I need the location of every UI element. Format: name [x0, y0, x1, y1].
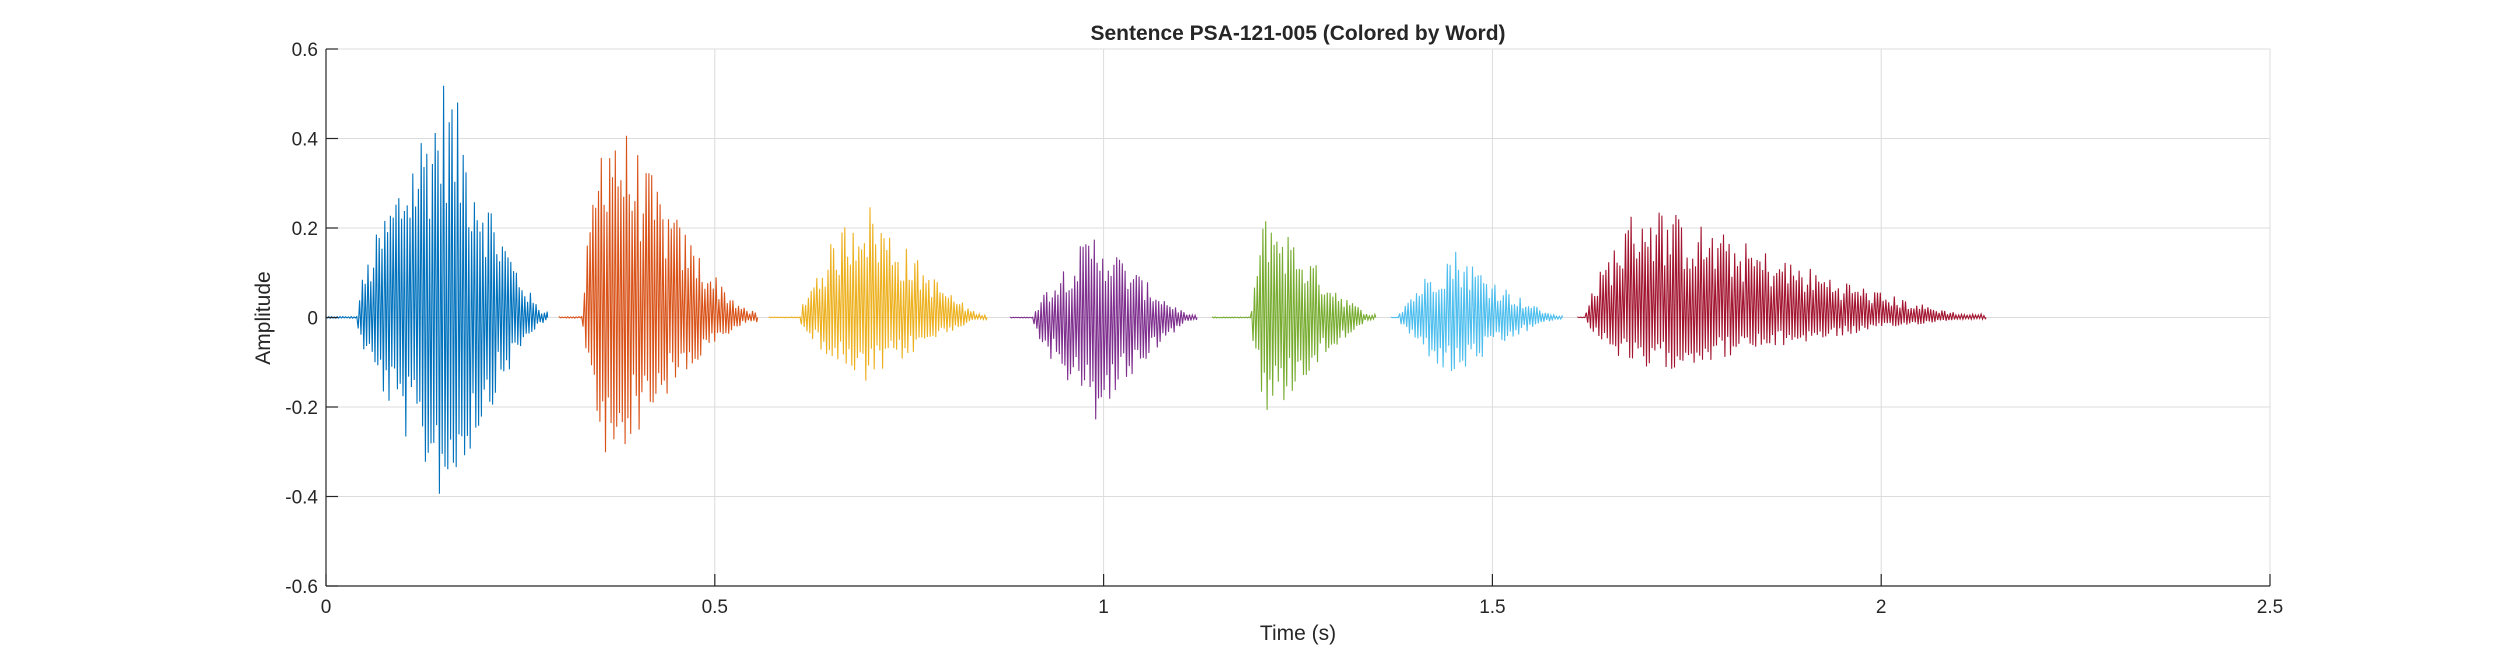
- word-waveform-series-3: [768, 207, 988, 381]
- y-tick-label: -0.6: [285, 577, 318, 598]
- x-tick-label: 2: [1876, 597, 1887, 618]
- x-tick-label: 0.5: [702, 597, 728, 618]
- x-axis-label: Time (s): [1260, 622, 1336, 645]
- y-tick-label: 0.4: [292, 130, 319, 151]
- y-tick-label: 0.2: [292, 219, 318, 240]
- y-tick-label: 0: [307, 309, 318, 330]
- word-waveform-series-6: [1390, 251, 1563, 372]
- y-tick-label: 0.6: [292, 40, 318, 61]
- word-waveform-series-7: [1577, 212, 1987, 369]
- tick-labels: 0 0.5 1 1.5 2 2.5 0.6 0.4 0.2 0 -0.2 -0.4 -0.6: [285, 40, 2283, 618]
- axes: [325, 48, 2271, 587]
- x-tick-label: 0: [321, 597, 332, 618]
- word-waveform-series-4: [1009, 239, 1198, 420]
- word-waveform-series-1: [325, 85, 549, 494]
- y-axis-label: Amplitude: [252, 271, 275, 364]
- y-tick-label: -0.4: [285, 488, 318, 509]
- x-tick-label: 1.5: [1479, 597, 1505, 618]
- chart-title: Sentence PSA-121-005 (Colored by Word): [1090, 22, 1505, 45]
- series-layer: [325, 85, 1987, 494]
- word-waveform-series-2: [558, 135, 759, 453]
- word-waveform-series-5: [1211, 221, 1377, 410]
- y-tick-label: -0.2: [285, 398, 318, 419]
- x-tick-label: 2.5: [2257, 597, 2283, 618]
- x-tick-label: 1: [1098, 597, 1109, 618]
